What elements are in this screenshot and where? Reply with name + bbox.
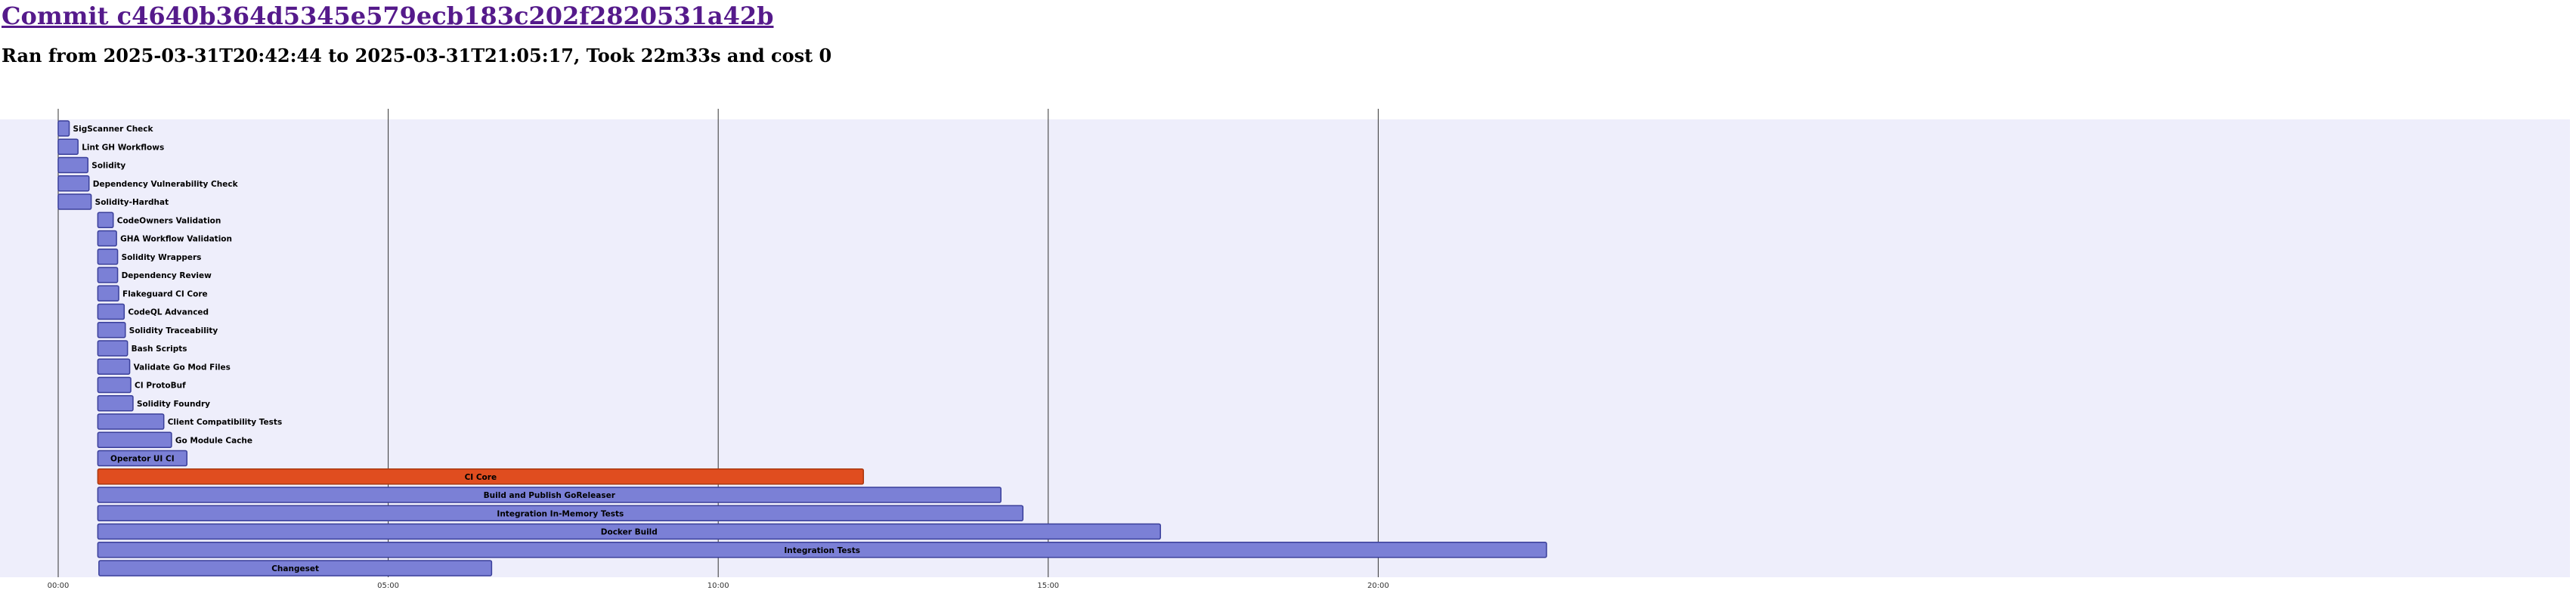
job-label: Client Compatibility Tests — [168, 418, 283, 427]
job-label: Dependency Vulnerability Check — [93, 180, 239, 189]
job-label: Bash Scripts — [132, 345, 187, 354]
tick-layer: 00:00 05:00 10:00 15:00 20:00 — [48, 582, 1389, 590]
x-tick-label: 05:00 — [377, 582, 399, 590]
x-tick-label: 15:00 — [1037, 582, 1059, 590]
job-bar-group[interactable]: Solidity Foundry — [97, 395, 210, 412]
job-label: Build and Publish GoReleaser — [484, 491, 616, 500]
x-tick-label: 10:00 — [707, 582, 729, 590]
job-bar[interactable] — [97, 340, 128, 357]
job-label: Go Module Cache — [175, 436, 252, 445]
job-label: CodeQL Advanced — [128, 308, 209, 317]
job-bar-group[interactable]: Dependency Review — [97, 267, 212, 283]
job-bar-group[interactable]: Integration In-Memory Tests — [97, 505, 1024, 521]
job-bar-group[interactable]: Flakeguard CI Core — [97, 285, 208, 301]
job-bar[interactable] — [97, 431, 172, 448]
job-label: SigScanner Check — [73, 125, 154, 134]
job-label: Solidity — [91, 162, 125, 171]
job-bar[interactable] — [97, 487, 1002, 503]
job-label: Solidity Wrappers — [122, 253, 202, 262]
job-label: Lint GH Workflows — [82, 143, 164, 152]
job-bar[interactable] — [57, 175, 90, 192]
job-bar-group[interactable]: Changeset — [98, 560, 493, 576]
job-bar[interactable] — [97, 523, 1161, 540]
commit-title: Commit c4640b364d5345e579ecb183c202f2820… — [2, 0, 773, 32]
job-label: Flakeguard CI Core — [122, 289, 208, 298]
x-tick-label: 20:00 — [1367, 582, 1389, 590]
job-label: Validate Go Mod Files — [134, 363, 231, 372]
job-label: GHA Workflow Validation — [120, 235, 232, 244]
job-bar-group[interactable]: CI Core — [97, 468, 865, 485]
job-label: Changeset — [271, 564, 319, 573]
job-bar[interactable] — [97, 322, 126, 338]
job-bar-group[interactable]: Solidity — [57, 156, 125, 174]
job-bar-group[interactable]: Client Compatibility Tests — [97, 413, 283, 430]
job-label: Solidity Traceability — [129, 326, 218, 335]
job-bar[interactable] — [97, 542, 1547, 558]
job-bar[interactable] — [57, 138, 79, 155]
job-bar[interactable] — [98, 560, 493, 576]
job-label: Dependency Review — [122, 271, 212, 280]
job-label: CodeOwners Validation — [117, 216, 221, 225]
commit-link[interactable]: Commit c4640b364d5345e579ecb183c202f2820… — [2, 2, 774, 30]
x-tick-label: 00:00 — [48, 582, 70, 590]
job-bar-group[interactable]: Go Module Cache — [97, 431, 252, 448]
job-bar-group[interactable]: Integration Tests — [97, 542, 1547, 558]
job-bar[interactable] — [97, 450, 188, 467]
job-bar[interactable] — [97, 468, 865, 485]
job-label: CI Core — [465, 473, 497, 482]
job-bar[interactable] — [97, 267, 119, 283]
job-bar-group[interactable]: Build and Publish GoReleaser — [97, 487, 1002, 503]
job-bar-group[interactable]: Solidity Wrappers — [97, 249, 202, 265]
job-bar-group[interactable]: CodeQL Advanced — [97, 303, 209, 320]
job-label: Solidity-Hardhat — [95, 198, 169, 207]
job-bar[interactable] — [97, 395, 134, 412]
job-bar-group[interactable]: Solidity Traceability — [97, 322, 218, 338]
job-bar[interactable] — [97, 249, 119, 265]
bar-layer: SigScanner Check Lint GH Workflows Solidit… — [57, 120, 1547, 576]
run-summary: Ran from 2025-03-31T20:42:44 to 2025-03-… — [2, 45, 832, 66]
job-bar-group[interactable]: Operator UI CI — [97, 450, 188, 467]
job-bar-group[interactable]: Lint GH Workflows — [57, 138, 164, 155]
job-bar[interactable] — [57, 156, 89, 174]
job-bar[interactable] — [57, 120, 70, 137]
job-bar-group[interactable]: Docker Build — [97, 523, 1161, 540]
job-bar[interactable] — [97, 285, 119, 301]
job-bar-group[interactable]: Bash Scripts — [97, 340, 187, 357]
job-bar[interactable] — [97, 212, 114, 228]
job-label: Integration In-Memory Tests — [497, 509, 624, 518]
job-bar-group[interactable]: Solidity-Hardhat — [57, 193, 169, 210]
job-bar[interactable] — [97, 303, 125, 320]
job-bar[interactable] — [57, 193, 92, 210]
job-bar[interactable] — [97, 376, 132, 394]
job-bar-group[interactable]: CI ProtoBuf — [97, 376, 186, 394]
job-label: Docker Build — [601, 528, 658, 537]
job-bar[interactable] — [97, 505, 1024, 521]
job-bar[interactable] — [97, 358, 131, 375]
job-bar-group[interactable]: SigScanner Check — [57, 120, 154, 137]
job-bar-group[interactable]: CodeOwners Validation — [97, 212, 221, 228]
job-bar-group[interactable]: Validate Go Mod Files — [97, 358, 231, 375]
job-label: Operator UI CI — [110, 455, 175, 464]
job-bar[interactable] — [97, 230, 117, 247]
job-label: Solidity Foundry — [137, 400, 210, 409]
job-bar[interactable] — [97, 413, 165, 430]
job-label: CI ProtoBuf — [135, 382, 186, 391]
job-label: Integration Tests — [784, 546, 860, 555]
job-bar-group[interactable]: Dependency Vulnerability Check — [57, 175, 239, 192]
job-bar-group[interactable]: GHA Workflow Validation — [97, 230, 232, 247]
